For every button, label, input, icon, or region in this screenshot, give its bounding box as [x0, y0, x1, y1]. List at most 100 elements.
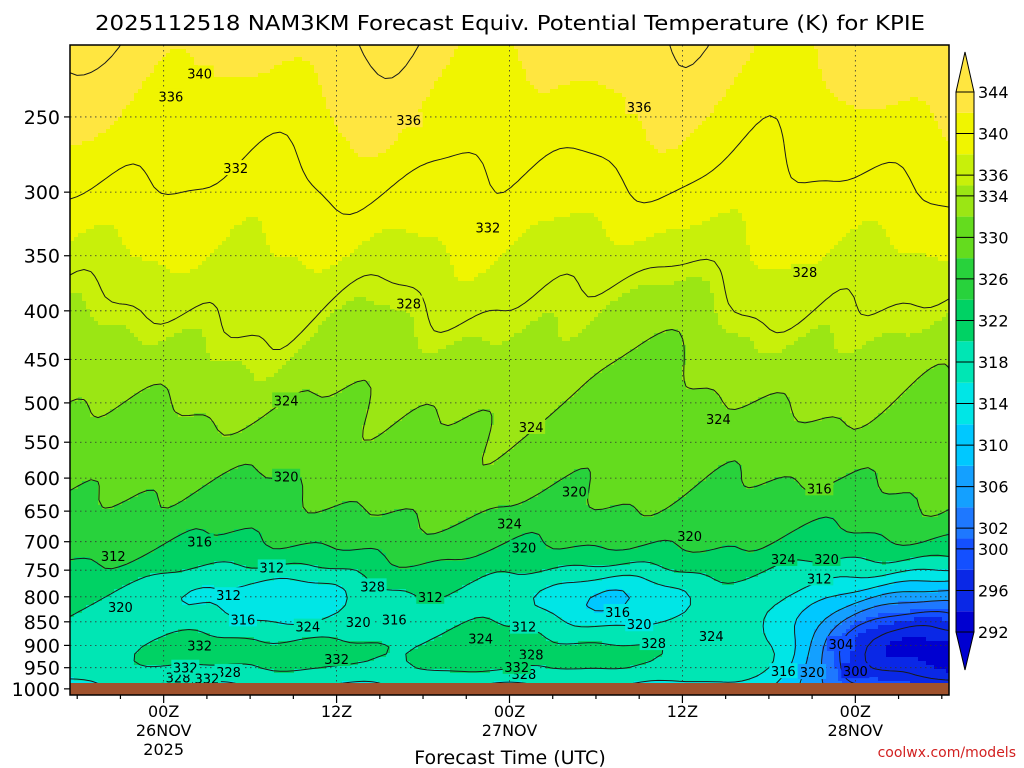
field-cell: [154, 77, 159, 82]
field-cell: [134, 501, 139, 506]
field-cell: [78, 249, 83, 254]
field-cell: [162, 269, 167, 274]
field-cell: [74, 277, 79, 282]
field-cell: [78, 341, 83, 346]
field-cell: [182, 249, 187, 254]
field-cell: [70, 369, 75, 374]
field-cell: [178, 201, 183, 206]
field-cell: [90, 677, 95, 682]
field-cell: [150, 329, 155, 334]
field-cell: [102, 233, 107, 238]
field-cell: [146, 121, 151, 126]
field-cell: [162, 641, 167, 646]
field-cell: [158, 537, 163, 542]
field-cell: [122, 665, 127, 670]
field-cell: [118, 493, 123, 498]
field-cell: [150, 293, 155, 298]
field-cell: [190, 245, 195, 250]
field-cell: [74, 165, 79, 170]
field-cell: [78, 653, 83, 658]
field-cell: [94, 129, 99, 134]
field-cell: [178, 473, 183, 478]
field-cell: [142, 589, 147, 594]
field-cell: [126, 665, 131, 670]
field-cell: [78, 93, 83, 98]
field-cell: [174, 585, 179, 590]
field-cell: [146, 633, 151, 638]
field-cell: [122, 101, 127, 106]
field-cell: [118, 453, 123, 458]
field-cell: [106, 581, 111, 586]
field-cell: [122, 329, 127, 334]
field-cell: [122, 245, 127, 250]
field-cell: [90, 557, 95, 562]
field-cell: [126, 329, 131, 334]
field-cell: [94, 665, 99, 670]
field-cell: [94, 305, 99, 310]
field-cell: [182, 273, 187, 278]
field-cell: [158, 265, 163, 270]
field-cell: [110, 645, 115, 650]
field-cell: [122, 265, 127, 270]
field-cell: [86, 241, 91, 246]
field-cell: [182, 45, 187, 50]
field-cell: [170, 553, 175, 558]
field-cell: [122, 113, 127, 118]
field-cell: [130, 645, 135, 650]
field-cell: [166, 177, 171, 182]
field-cell: [74, 633, 79, 638]
field-cell: [170, 641, 175, 646]
field-cell: [134, 513, 139, 518]
field-cell: [182, 165, 187, 170]
field-cell: [94, 65, 99, 70]
field-cell: [178, 581, 183, 586]
field-cell: [70, 417, 75, 422]
field-cell: [138, 85, 143, 90]
field-cell: [106, 77, 111, 82]
field-cell: [174, 109, 179, 114]
field-cell: [74, 281, 79, 286]
field-cell: [138, 573, 143, 578]
field-cell: [110, 637, 115, 642]
field-cell: [82, 333, 87, 338]
field-cell: [182, 301, 187, 306]
field-cell: [138, 409, 143, 414]
field-cell: [114, 497, 119, 502]
field-cell: [186, 197, 191, 202]
field-cell: [102, 253, 107, 258]
field-cell: [178, 645, 183, 650]
field-cell: [78, 273, 83, 278]
field-cell: [86, 653, 91, 658]
field-cell: [130, 237, 135, 242]
field-cell: [86, 561, 91, 566]
field-cell: [98, 333, 103, 338]
field-cell: [142, 569, 147, 574]
field-cell: [162, 77, 167, 82]
field-cell: [182, 629, 187, 634]
field-cell: [190, 49, 195, 54]
field-cell: [70, 641, 75, 646]
field-cell: [106, 457, 111, 462]
field-cell: [138, 285, 143, 290]
field-cell: [122, 493, 127, 498]
field-cell: [174, 469, 179, 474]
field-cell: [90, 653, 95, 658]
field-cell: [146, 221, 151, 226]
field-cell: [178, 465, 183, 470]
field-cell: [174, 437, 179, 442]
field-cell: [82, 141, 87, 146]
field-cell: [162, 313, 167, 318]
field-cell: [142, 321, 147, 326]
field-cell: [146, 457, 151, 462]
field-cell: [110, 541, 115, 546]
field-cell: [78, 333, 83, 338]
field-cell: [74, 625, 79, 630]
field-cell: [158, 345, 163, 350]
field-cell: [98, 373, 103, 378]
field-cell: [106, 393, 111, 398]
field-cell: [74, 173, 79, 178]
field-cell: [122, 669, 127, 674]
field-cell: [142, 605, 147, 610]
field-cell: [162, 637, 167, 642]
field-cell: [82, 309, 87, 314]
